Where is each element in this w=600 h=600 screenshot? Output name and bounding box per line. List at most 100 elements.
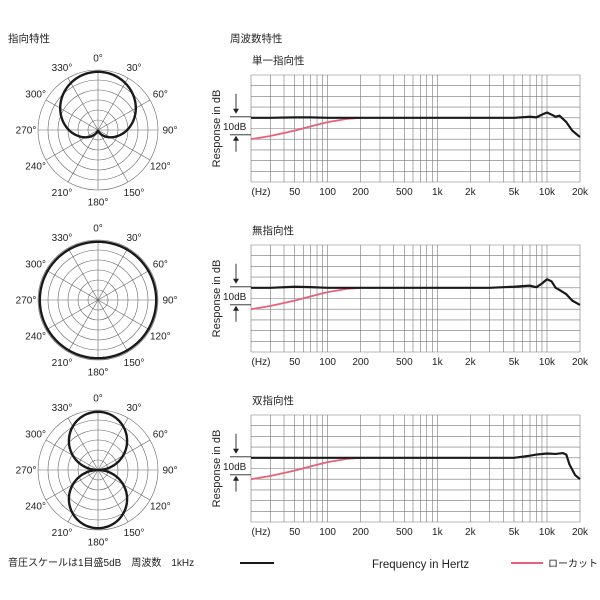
ref-arrow-head-bottom [233, 475, 239, 481]
x-tick-label: 50 [289, 187, 301, 198]
polar-spoke [67, 247, 99, 301]
x-tick-label: (Hz) [252, 357, 271, 368]
polar-spoke [67, 129, 99, 183]
x-axis-label: Frequency in Hertz [372, 559, 469, 571]
polar-spoke [97, 129, 151, 161]
polar-angle-label: 180° [88, 368, 109, 379]
polar-angle-label: 240° [25, 162, 46, 173]
x-tick-label: 200 [352, 527, 369, 538]
x-tick-label: 1k [432, 527, 444, 538]
polar-spoke [67, 77, 99, 131]
polar-response-curve [67, 410, 129, 530]
frequency-chart-2: 無指向性 (Hz) 50 100 200 500 1k 2k 5k 10k 20k Response … [211, 224, 589, 368]
x-tick-label: 10k [539, 357, 556, 368]
polar-angle-label: 180° [88, 198, 109, 209]
polar-spoke [45, 299, 99, 331]
frequency-response-header: 周波数特性 [230, 32, 283, 45]
x-tick-label: 10k [539, 187, 556, 198]
polar-angle-label: 300° [25, 430, 46, 441]
polar-angle-label: 240° [25, 502, 46, 513]
polar-angle-label: 60° [153, 430, 168, 441]
polar-spoke [97, 77, 129, 131]
polar-pattern-header: 指向特性 [8, 32, 50, 45]
scale-note: 音圧スケールは1目盛5dB 周波数 1kHz [8, 556, 194, 569]
polar-angle-label: 30° [126, 233, 141, 244]
mode-label: 無指向性 [252, 224, 294, 237]
ref-arrow-head-bottom [233, 135, 239, 141]
polar-spoke [67, 299, 99, 353]
mode-label: 単一指向性 [252, 54, 305, 67]
ref-arrow-head-top [233, 108, 239, 114]
polar-spoke [45, 99, 99, 131]
x-tick-label: 20k [572, 187, 589, 198]
x-tick-label: 100 [319, 187, 336, 198]
x-tick-label: 2k [465, 357, 477, 368]
y-axis-label: Response in dB [211, 430, 223, 508]
x-tick-label: 20k [572, 357, 589, 368]
x-tick-label: 100 [319, 527, 336, 538]
polar-spoke [45, 269, 99, 301]
x-tick-label: 5k [509, 527, 521, 538]
legend-lowcut-label: ローカット [548, 558, 598, 570]
polar-spoke [97, 299, 151, 331]
polar-spoke [97, 99, 151, 131]
polar-angle-label: 330° [52, 403, 73, 414]
polar-angle-label: 0° [93, 54, 103, 65]
chart-row-2: 0° 30° 60° 90° 120° 150° 180° 210° 240° 270° 300° 3… [16, 224, 589, 379]
response-curve-1khz [251, 451, 581, 481]
x-tick-label: 200 [352, 357, 369, 368]
ref-arrow-head-top [233, 278, 239, 284]
polar-angle-label: 270° [16, 126, 37, 137]
frequency-chart-3: 双指向性 (Hz) 50 100 200 500 1k 2k 5k 10k 20k Response … [211, 394, 589, 538]
chart-row-1: 0° 30° 60° 90° 120° 150° 180° 210° 240° 270° 300° 3… [16, 54, 589, 209]
polar-angle-label: 90° [162, 126, 177, 137]
polar-angle-label: 210° [52, 528, 73, 539]
polar-chart-figure-8: 0° 30° 60° 90° 120° 150° 180° 210° 240° 270° 300° 3… [16, 394, 178, 549]
polar-response-curve [58, 70, 138, 139]
x-tick-label: 2k [465, 187, 477, 198]
polar-angle-label: 90° [162, 466, 177, 477]
x-tick-label: 5k [509, 187, 521, 198]
response-curve-1khz [251, 111, 581, 138]
polar-angle-label: 60° [153, 90, 168, 101]
polar-angle-label: 150° [124, 188, 145, 199]
x-tick-label: 20k [572, 527, 589, 538]
polar-angle-label: 30° [126, 63, 141, 74]
ref-arrow-head-top [233, 448, 239, 454]
frequency-chart-1: 単一指向性 (Hz) 50 100 200 500 1k 2k 5k 10k 20k Response… [211, 54, 589, 198]
chart-rows: 0° 30° 60° 90° 120° 150° 180° 210° 240° 270° 300° 3… [16, 54, 589, 549]
x-tick-label: (Hz) [252, 187, 271, 198]
polar-angle-label: 300° [25, 90, 46, 101]
reference-10db-label: 10dB [223, 122, 247, 133]
reference-10db-label: 10dB [223, 292, 247, 303]
x-tick-label: 50 [289, 527, 301, 538]
x-tick-label: 50 [289, 357, 301, 368]
x-tick-label: 10k [539, 527, 556, 538]
polar-angle-label: 240° [25, 332, 46, 343]
x-tick-label: 200 [352, 187, 369, 198]
polar-angle-label: 210° [52, 188, 73, 199]
polar-angle-label: 60° [153, 260, 168, 271]
polar-spoke [97, 129, 129, 183]
reference-10db-label: 10dB [223, 462, 247, 473]
polar-angle-label: 0° [93, 224, 103, 235]
chart-row-3: 0° 30° 60° 90° 120° 150° 180° 210° 240° 270° 300° 3… [16, 394, 589, 549]
polar-angle-label: 120° [150, 502, 171, 513]
x-tick-label: 1k [432, 357, 444, 368]
polar-angle-label: 150° [124, 528, 145, 539]
polar-response-curve [38, 240, 158, 360]
polar-spoke [97, 299, 129, 353]
x-tick-label: 500 [396, 187, 413, 198]
polar-angle-label: 0° [93, 394, 103, 405]
mode-label: 双指向性 [252, 394, 294, 407]
polar-angle-label: 120° [150, 162, 171, 173]
polar-angle-label: 120° [150, 332, 171, 343]
x-tick-label: 500 [396, 527, 413, 538]
y-axis-label: Response in dB [211, 90, 223, 168]
polar-angle-label: 30° [126, 403, 141, 414]
polar-spoke [97, 247, 129, 301]
polar-angle-label: 210° [52, 358, 73, 369]
polar-angle-label: 180° [88, 538, 109, 549]
polar-chart-omnidirectional: 0° 30° 60° 90° 120° 150° 180° 210° 240° 270° 300° 3… [16, 224, 178, 379]
x-tick-label: (Hz) [252, 527, 271, 538]
